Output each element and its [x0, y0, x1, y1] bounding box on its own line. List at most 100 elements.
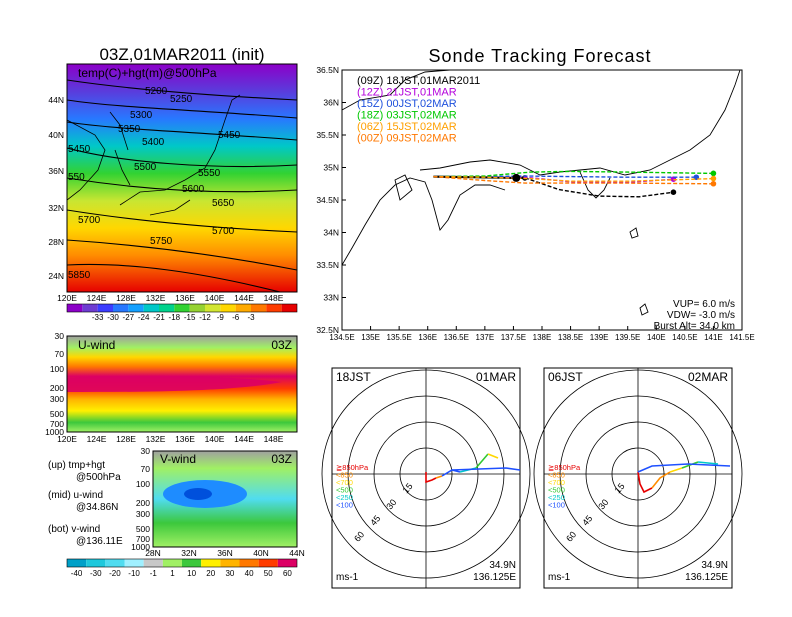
hodo-trace — [425, 472, 437, 484]
v-wind-frame — [152, 450, 298, 548]
colorbar-label: -27 — [123, 313, 135, 322]
note-bot-line2: @136.11E — [76, 536, 123, 547]
land-japan-outline — [67, 94, 241, 216]
hodo-level-legend: <250 — [336, 493, 353, 502]
x-tick-label: 139E — [590, 333, 609, 342]
colorbar-label: 20 — [206, 569, 215, 578]
lon-tick-label: 128E — [116, 293, 136, 303]
burst-text: Burst Alt= 34.0 km — [654, 321, 735, 332]
track-endpoint — [670, 189, 677, 195]
hodo-level-legend: <250 — [548, 493, 565, 502]
x-tick-label: 137E — [476, 333, 495, 342]
lon-tick-label: 124E — [87, 434, 107, 444]
pressure-tick-label: 70 — [55, 349, 65, 359]
hodo-level-legend: ≧850hPa — [336, 463, 369, 472]
colorbar-swatch — [128, 304, 144, 312]
colorbar-label: -10 — [128, 569, 140, 578]
hgt-contour — [67, 263, 281, 292]
colorbar-label: 50 — [264, 569, 273, 578]
lon-tick-label: 120E — [57, 293, 77, 303]
lon-tick-label: 148E — [264, 434, 284, 444]
hodo-level-legend: <500 — [548, 486, 565, 495]
hodo-level-legend: <850 — [548, 471, 565, 480]
pressure-tick-label: 30 — [55, 331, 65, 341]
y-tick-label: 35.5N — [316, 130, 339, 140]
contour-label: 5200 — [145, 86, 168, 97]
hodo-level-legend: <700 — [336, 478, 353, 487]
lon-tick-label: 148E — [264, 293, 284, 303]
pressure-tick-label: 700 — [136, 534, 150, 544]
colorbar-label: -30 — [107, 313, 119, 322]
lat-tick-label: 44N — [48, 95, 64, 105]
colorbar-swatch — [251, 304, 267, 312]
x-tick-label: 138.5E — [558, 333, 583, 342]
colorbar-label: -33 — [92, 313, 104, 322]
x-tick-label: 139.5E — [615, 333, 640, 342]
top-map-frame — [66, 63, 298, 293]
colorbar-swatch — [113, 304, 129, 312]
note-up-line1: (up) tmp+hgt — [48, 460, 105, 471]
x-tick-label: 136.5E — [444, 333, 469, 342]
lon-tick-label: 124E — [87, 293, 107, 303]
colorbar-swatch — [162, 559, 182, 567]
contour-label: 5850 — [68, 270, 91, 281]
x-tick-label: 141.5E — [729, 333, 754, 342]
y-tick-label: 33N — [323, 293, 339, 303]
hodo-lat: 34.9N — [701, 560, 728, 571]
colorbar-swatch — [239, 559, 259, 567]
coastline — [629, 227, 639, 239]
coastline — [579, 171, 611, 199]
colorbar-swatch — [235, 304, 251, 312]
colorbar-swatch — [143, 559, 163, 567]
track-line — [433, 170, 714, 178]
hodo-trace — [451, 467, 521, 471]
pressure-tick-label: 700 — [50, 419, 64, 429]
lon-tick-label: 144E — [234, 434, 254, 444]
hodo-trace — [681, 461, 699, 469]
top-map-lat-ticks: 44N 40N 36N 32N 28N 24N — [48, 95, 64, 281]
colorbar-label: -21 — [153, 313, 165, 322]
colorbar-swatch — [143, 304, 159, 312]
colorbar-label: -40 — [71, 569, 83, 578]
colorbar-label: -12 — [199, 313, 211, 322]
track-endpoint — [710, 170, 717, 177]
panel-legend-notes: (up) tmp+hgt @500hPa (mid) u-wind @34.86… — [48, 460, 123, 547]
hodo-unit: ms-1 — [548, 572, 571, 583]
note-mid-line1: (mid) u-wind — [48, 490, 103, 501]
colorbar-swatch — [201, 559, 221, 567]
hgt-contour — [67, 177, 297, 193]
lon-tick-label: 132E — [146, 293, 166, 303]
track-line — [433, 175, 714, 185]
top-map-lon-ticks: 120E 124E 128E 132E 136E 140E 144E 148E — [57, 293, 284, 303]
colorbar-label: 40 — [245, 569, 254, 578]
colorbar-swatch — [281, 304, 297, 312]
colorbar-swatch — [220, 559, 240, 567]
colorbar-label: -20 — [109, 569, 121, 578]
y-tick-label: 36.5N — [316, 65, 339, 75]
ring-label: 45 — [368, 513, 382, 527]
colorbar-swatch — [220, 304, 236, 312]
hodo-level-legend: <100 — [336, 501, 353, 510]
contour-label: 550 — [68, 172, 85, 183]
hodo-trace — [651, 471, 671, 489]
hodo-date: 02MAR — [688, 370, 728, 384]
lat-tick-label: 44N — [289, 548, 305, 558]
legend-entry: (15Z) 00JST,02MAR — [357, 98, 457, 110]
v-wind-core-inner — [184, 488, 212, 500]
track-legend: (09Z) 18JST,01MAR2011(12Z) 21JST,01MAR(1… — [357, 75, 480, 145]
note-bot-line1: (bot) v-wind — [48, 524, 100, 535]
contour-label: 5750 — [150, 236, 173, 247]
y-tick-label: 34.5N — [316, 195, 339, 205]
hodo-unit: ms-1 — [336, 572, 359, 583]
contour-label: 5650 — [212, 198, 235, 209]
x-tick-label: 137.5E — [501, 333, 526, 342]
temp-field — [67, 64, 297, 292]
y-tick-label: 33.5N — [316, 260, 339, 270]
pressure-tick-label: 1000 — [131, 542, 150, 552]
launch-point — [512, 173, 521, 182]
left-title: 03Z,01MAR2011 (init) — [99, 45, 264, 64]
legend-entry: (09Z) 18JST,01MAR2011 — [357, 75, 480, 87]
hgt-contour — [67, 121, 297, 141]
